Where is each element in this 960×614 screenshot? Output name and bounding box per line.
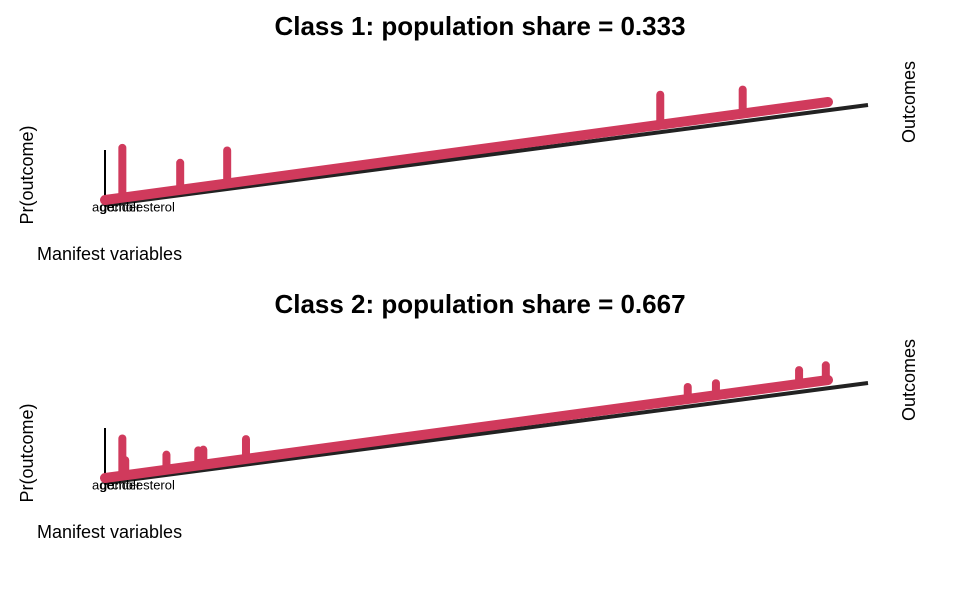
x-axis-label: Manifest variables	[37, 244, 182, 264]
base-shadow	[104, 103, 869, 207]
base-line	[100, 97, 833, 205]
y-axis-label: Pr(outcome)	[17, 403, 37, 502]
variable-label: cholesterol	[112, 199, 175, 214]
base-line	[100, 375, 833, 483]
variable-label: cholesterol	[112, 477, 175, 492]
chart-title: Class 1: population share = 0.333	[274, 11, 685, 41]
chart-title: Class 2: population share = 0.667	[274, 289, 685, 319]
base-shadow	[104, 381, 869, 485]
x-axis-label: Manifest variables	[37, 522, 182, 542]
z-axis-label: Outcomes	[899, 339, 919, 421]
y-axis-label: Pr(outcome)	[17, 125, 37, 224]
z-axis-label: Outcomes	[899, 61, 919, 143]
